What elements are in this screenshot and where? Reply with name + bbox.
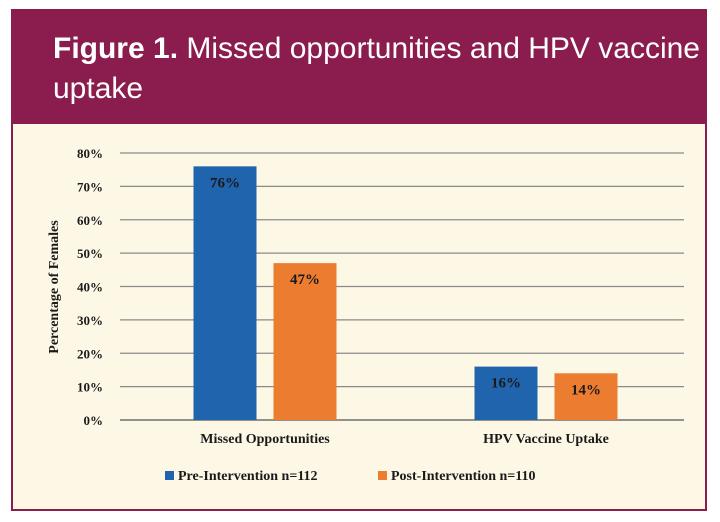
bar	[554, 373, 618, 420]
data-label: 47%	[290, 272, 320, 288]
legend-label: Pre-Intervention n=112	[178, 469, 318, 484]
legend-label: Post-Intervention n=110	[391, 469, 535, 484]
data-label: 14%	[571, 382, 601, 398]
figure-header: Figure 1. Missed opportunities and HPV v…	[13, 11, 705, 124]
y-tick-label: 40%	[77, 280, 103, 295]
y-tick-label: 20%	[77, 346, 103, 361]
y-tick-label: 70%	[77, 179, 103, 194]
data-label: 16%	[491, 376, 521, 392]
y-axis-title: Percentage of Females	[47, 220, 62, 354]
x-category-label: HPV Vaccine Uptake	[483, 432, 609, 447]
figure-panel: Figure 1. Missed opportunities and HPV v…	[11, 9, 707, 511]
legend-swatch	[165, 471, 174, 480]
data-label: 76%	[210, 175, 240, 191]
figure-title: Missed opportunities and HPV vaccine upt…	[53, 32, 700, 105]
bar	[474, 366, 538, 420]
y-tick-label: 30%	[77, 313, 103, 328]
y-tick-label: 50%	[77, 246, 103, 261]
figure-label: Figure 1.	[53, 32, 179, 65]
y-tick-label: 80%	[77, 146, 103, 161]
y-tick-label: 60%	[77, 213, 103, 228]
y-tick-label: 10%	[77, 380, 103, 395]
bar	[273, 263, 337, 420]
legend-swatch	[378, 471, 387, 480]
bar	[193, 166, 257, 420]
y-tick-label: 0%	[84, 413, 104, 428]
x-category-label: Missed Opportunities	[200, 432, 330, 447]
